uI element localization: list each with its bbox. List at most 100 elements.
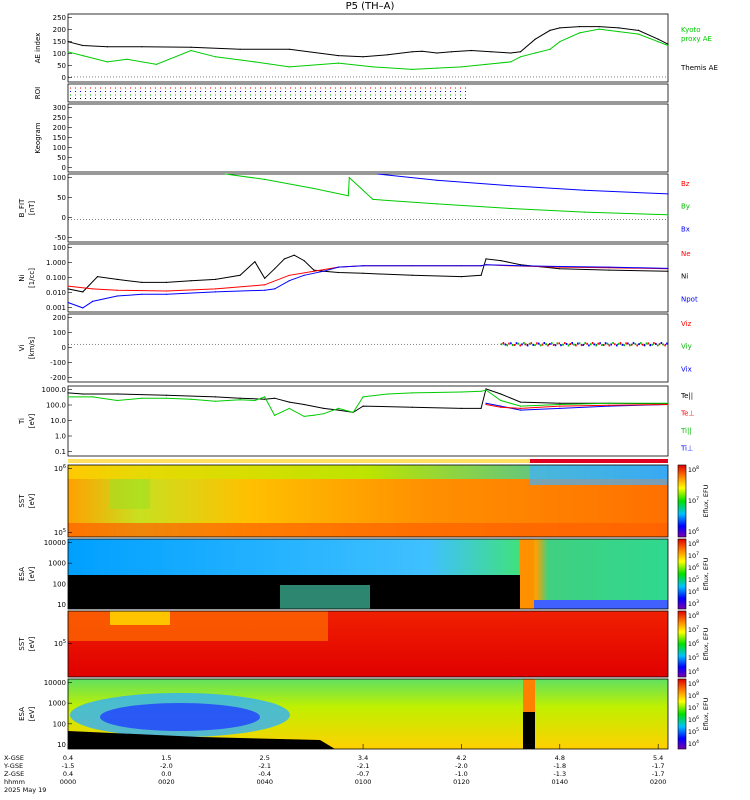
temperature-series-point [387,393,389,395]
velocity-point [608,344,611,347]
density-ytick-label: 0.010 [46,289,66,297]
temperature-series-point [214,396,217,398]
sst_elec-ylabel: SST [18,637,26,651]
density-series-point [288,274,290,276]
colorbar-tick-exp: 4 [696,739,699,745]
panel-temperature: 1000.0 100.0 10.0 1.0 0.1 Ti [eV] Te|| Te⊥ Ti|| Ti… [18,385,695,457]
temperature-series-point [460,391,462,393]
bfield-series-point [224,173,226,175]
temperature-series-line [67,388,669,413]
velocity-point [623,344,625,347]
ephemeris-value: 4.2 [456,754,466,762]
temperature-series-point [352,411,354,413]
ae-series-point [559,27,561,29]
velocity-point [666,342,668,345]
temperature-series-point [274,414,276,416]
velocity-point [521,343,523,346]
sst_ion-ytick-label: 106 [54,464,66,473]
sst_ion-units: [eV] [28,493,36,508]
velocity-point [510,342,512,345]
velocity-point [638,343,640,346]
temperature-series-point [519,405,522,407]
sst_elec-ytick-label-base: 10 [54,640,63,648]
ae-series-point [667,44,669,47]
ae-series-point [126,58,128,60]
ephemeris-row-label: hhmm [4,778,25,786]
ae-series-point [578,32,581,34]
density-series-point [667,270,669,272]
density-series-point [214,288,217,290]
density-series-point [500,260,502,262]
time-tick-label: 0140 [552,778,569,786]
velocity-point [656,344,659,347]
temperature-series-point [411,392,413,394]
velocity-point [604,342,607,345]
ephemeris-value: -2.1 [258,762,271,770]
ae-series-1 [67,28,669,70]
bfield-legend-1: By [681,203,690,211]
temperature-series-point [667,403,669,406]
density-series-point [165,290,167,292]
ae-series-point [510,61,512,63]
bfield-series-point [667,193,669,195]
velocity-point [627,342,629,345]
colorbar-tick-base: 10 [688,552,696,560]
temperature-ytick-label: 100.0 [46,402,66,410]
density-ytick-label: 1.000 [46,259,66,267]
ae-ylabel: AE index [34,33,42,64]
temperature-legend-3: Ti⊥ [680,445,693,453]
colorbar-tick-exp: 7 [696,496,699,502]
velocity-point [591,342,594,344]
keogram-ytick-label: 50 [57,154,66,162]
bfield-series-point [583,189,586,191]
sst_elec-ytick-label-exp: 5 [63,639,66,645]
density-series-point [608,269,610,271]
temperature-series-point [519,401,522,403]
velocity-point [543,342,546,344]
velocity-point [651,343,653,346]
density-series-point [274,268,276,270]
esa_ion-ylabel: ESA [18,567,26,581]
ae-series-point [510,52,512,54]
velocity-point [584,342,586,345]
temperature-series-point [274,397,276,399]
sst-electron-spectrogram [68,611,668,677]
keogram-ytick-label: 150 [53,134,66,142]
keogram-ytick-label: 250 [53,114,66,122]
density-legend-0: Ne [681,250,691,258]
ae-series-point [578,26,581,28]
colorbar-tick-base: 10 [688,564,696,572]
ae-series-point [534,52,536,54]
esa_ion-colorbar-tick: 103 [688,599,699,608]
bfield-series-point [583,211,586,213]
velocity-point [603,344,605,346]
bfield-series-point [510,207,512,210]
bfield-series-point [667,214,669,216]
velocity-point [524,343,527,346]
esa_elec-ylabel: ESA [18,707,26,721]
temperature-series-point [608,402,610,404]
esa_elec-ytick-label: 10 [57,741,66,749]
temperature-series-point [67,392,69,394]
esa_elec-colorbar-label: Eflux, EFU [702,697,710,730]
density-series-point [239,274,241,276]
temperature-units: [eV] [28,413,36,428]
temperature-series-point [214,400,217,402]
sst_ion-ytick-label-exp: 5 [63,528,66,534]
esa_ion-ytick-label: 100 [53,580,66,588]
density-legend-1: Ni [681,273,688,281]
density-series-point [116,289,118,291]
bfield-series-0 [224,173,669,216]
colorbar-tick-base: 10 [688,654,696,662]
ae-series-point [106,61,108,63]
velocity-point [655,342,657,345]
density-series-point [264,284,266,286]
ae-series-point [667,43,669,45]
velocity-point [575,344,577,347]
temperature-frame [67,385,669,457]
velocity-point [560,344,562,347]
velocity-point [586,342,588,345]
esa_elec-ytick-label: 10000 [44,679,66,687]
ephemeris-value: 0.4 [63,770,73,778]
velocity-point [577,342,579,345]
